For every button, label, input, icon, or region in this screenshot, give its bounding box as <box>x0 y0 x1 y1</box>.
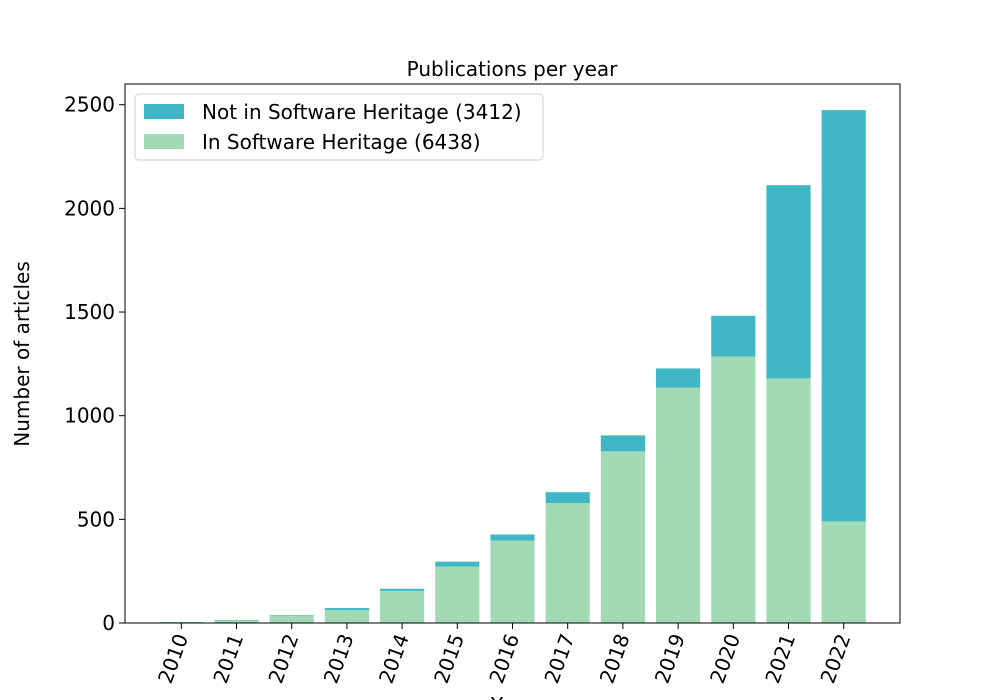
y-tick-label: 0 <box>102 611 115 635</box>
chart-title: Publications per year <box>407 57 619 81</box>
bar-segment <box>435 566 480 623</box>
bar-segment <box>545 492 590 504</box>
bar-segment <box>656 387 701 623</box>
bar-segment <box>711 315 756 357</box>
bar-segment <box>324 610 369 623</box>
y-tick-label: 500 <box>77 507 115 531</box>
bar-segment <box>766 185 811 379</box>
bar-segment <box>711 356 756 623</box>
legend-box <box>134 93 544 161</box>
bar-segment <box>656 368 701 388</box>
plot-frame <box>124 83 901 624</box>
bar-segment <box>324 608 369 611</box>
legend-label: Not in Software Heritage (3412) <box>202 100 522 124</box>
bar-segment <box>269 615 314 616</box>
bar-segment <box>600 435 645 452</box>
legend-swatch <box>144 104 184 119</box>
bar-segment <box>600 451 645 623</box>
legend-label: In Software Heritage (6438) <box>202 130 481 154</box>
bar-segment <box>490 540 535 623</box>
bar-segment <box>821 110 866 522</box>
bar-segment <box>545 503 590 623</box>
y-tick-label: 1500 <box>64 300 115 324</box>
y-tick-label: 1000 <box>64 404 115 428</box>
x-axis-label: Year <box>490 693 534 700</box>
bar-segment <box>821 521 866 623</box>
y-tick-label: 2500 <box>64 93 115 117</box>
bar-segment <box>214 620 259 623</box>
legend-swatch <box>144 134 184 149</box>
bar-segment <box>435 561 480 567</box>
bar-segment <box>380 590 425 623</box>
bar-segment <box>766 378 811 623</box>
y-axis-label: Number of articles <box>10 261 34 447</box>
bar-segment <box>490 534 535 541</box>
y-tick-label: 2000 <box>64 196 115 220</box>
bar-segment <box>380 588 425 591</box>
bar-segment <box>269 615 314 623</box>
